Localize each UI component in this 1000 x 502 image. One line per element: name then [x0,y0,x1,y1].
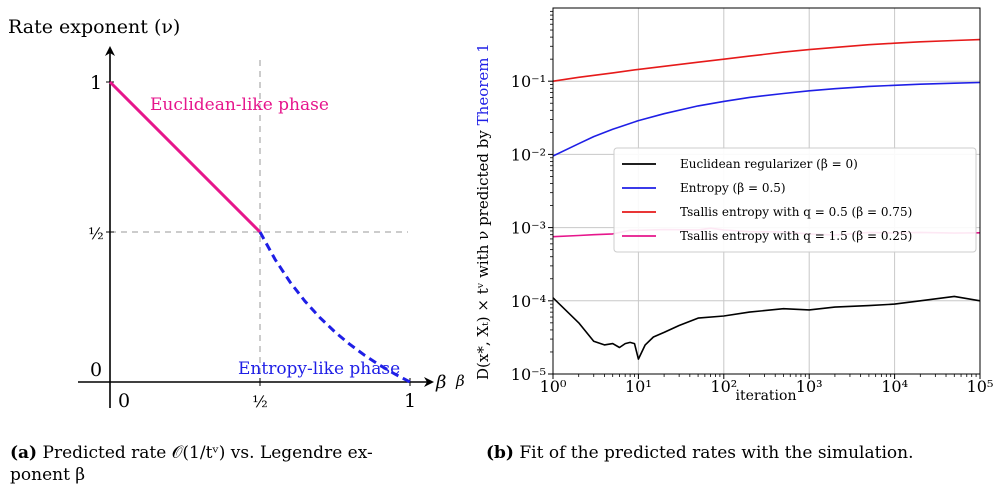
svg-text:D(x*, Xₜ) × tᵛ with ν predicte: D(x*, Xₜ) × tᵛ with ν predicted by Theor… [474,43,492,380]
legend-label: Tsallis entropy with q = 0.5 (β = 0.75) [680,205,912,219]
x-tick-label: ½ [252,392,268,411]
series-line-3 [553,38,980,82]
euclidean-phase-line [108,80,262,234]
caption-a-line1: Predicted rate 𝒪(1/tᵛ) vs. Legendre ex- [42,443,373,463]
panel-b-ylabel-beta: β [455,372,465,390]
x-tick-label: 1 [404,390,416,412]
series-line-1 [553,295,980,360]
y-tick-label: 1 [90,72,102,94]
panel-b-ylabel: D(x*, Xₜ) × tᵛ with ν predicted by Theor… [474,43,492,380]
x-tick-label: 0 [118,390,130,412]
legend-label: Tsallis entropy with q = 1.5 (β = 0.25) [680,229,912,243]
caption-a-tag: (a) [10,443,38,463]
caption-a-line2: ponent β [10,465,86,485]
y-tick-label: 10⁻⁵ [511,365,546,384]
panel-a-axes: β [78,46,446,408]
x-tick-label: 10⁴ [881,377,908,396]
series-line-2 [553,81,980,157]
caption-b-tag: (b) [486,443,514,463]
y-tick-label: 10⁻¹ [511,72,546,91]
legend-label: Euclidean regularizer (β = 0) [680,157,858,171]
x-tick-label: 10⁰ [540,377,567,396]
panel-b-ticks: 10⁰ 10¹ 10² 10³ 10⁴ 10⁵ 10⁻⁵ 10⁻⁴ 10⁻³ 10⁻² 10⁻¹ [511,10,994,396]
x-tick-label: 10⁵ [967,377,994,396]
y-tick-label: 0 [90,359,102,381]
x-tick-label: 10² [710,377,737,396]
panel-b-xlabel: iteration [736,388,797,404]
x-tick-label: 10¹ [625,377,652,396]
panel-a-series [108,80,411,384]
entropy-phase-line [258,231,411,384]
x-tick-label: 10³ [796,377,823,396]
caption-a: (a) Predicted rate 𝒪(1/tᵛ) vs. Legendre … [10,442,450,486]
entropy-phase-label: Entropy-like phase [238,359,400,379]
panel-a-ylabel: Rate exponent (ν) [8,16,180,38]
y-tick-label: 10⁻⁴ [511,292,546,311]
panel-a-phase-labels: Euclidean-like phase Entropy-like phase [150,95,400,379]
y-tick-label: ½ [88,224,104,243]
caption-b: (b) Fit of the predicted rates with the … [486,442,996,464]
euclidean-phase-label: Euclidean-like phase [150,95,329,115]
panel-a-ticks: 0 ½ 1 0 ½ 1 [88,72,416,412]
y-tick-label: 10⁻³ [511,219,546,238]
panel-b-legend: Euclidean regularizer (β = 0) Entropy (β … [613,147,977,253]
caption-b-text: Fit of the predicted rates with the simu… [519,443,914,463]
legend-label: Entropy (β = 0.5) [680,181,786,195]
legend-box [613,147,977,253]
panel-b-frame [552,7,981,375]
panel-b-chart: 10⁰ 10¹ 10² 10³ 10⁴ 10⁵ 10⁻⁵ 10⁻⁴ 10⁻³ 10⁻² 10⁻¹ i… [455,7,994,404]
panel-b-ylabel-main: D(x*, Xₜ) × tᵛ with ν predicted by [474,125,492,380]
panel-b-ylabel-link[interactable]: Theorem 1 [474,43,492,125]
x-axis-label: β [435,372,446,393]
y-tick-label: 10⁻² [511,145,546,164]
panel-a-chart: Rate exponent (ν) β 0 ½ 1 0 ½ 1 Euclidean-lik… [8,16,446,412]
